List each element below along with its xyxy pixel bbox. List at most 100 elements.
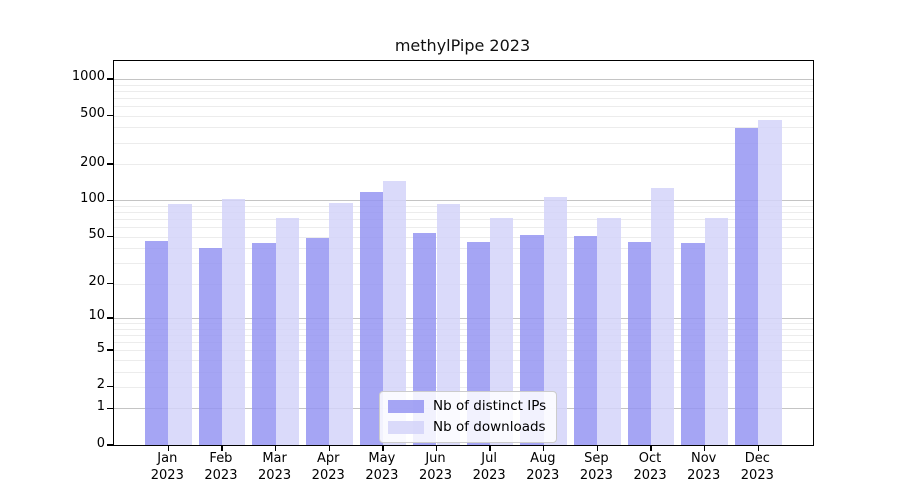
y-tick [106, 407, 113, 409]
minor-gridline [114, 212, 813, 214]
x-tick-label-year: 2023 [150, 468, 184, 483]
x-tick [543, 445, 545, 451]
x-tick-label: Apr 2023 [296, 450, 360, 484]
x-tick [489, 445, 491, 451]
minor-gridline [114, 105, 813, 107]
x-tick [221, 445, 223, 451]
y-tick [106, 114, 113, 117]
y-tick-label: 20 [88, 274, 105, 290]
minor-gridline [114, 248, 813, 250]
x-tick [704, 445, 706, 451]
minor-gridline [114, 328, 813, 330]
y-tick-label: 500 [80, 106, 105, 122]
minor-gridline [114, 236, 813, 238]
bar-downloads-sep [597, 218, 621, 445]
bar-downloads-jun [436, 204, 460, 445]
minor-gridline [114, 84, 813, 86]
x-tick-label: Oct 2023 [618, 450, 682, 484]
bar-downloads-mar [275, 217, 299, 445]
x-tick-label-year: 2023 [740, 468, 774, 483]
minor-gridline [114, 219, 813, 221]
major-gridline [114, 78, 813, 80]
y-tick [106, 444, 113, 446]
minor-gridline [114, 263, 813, 265]
minor-gridline [114, 359, 813, 361]
y-tick-label: 100 [80, 190, 105, 206]
y-tick [106, 349, 113, 351]
x-tick [596, 445, 599, 451]
bar-distinct-ips-apr [305, 237, 330, 445]
x-tick [167, 445, 169, 451]
y-tick-label: 200 [80, 154, 105, 170]
minor-gridline [114, 350, 813, 352]
x-tick-label-year: 2023 [258, 468, 292, 483]
y-tick [106, 199, 113, 202]
y-tick-label: 10 [88, 308, 105, 324]
bar-downloads-dec [758, 120, 782, 445]
legend-item-distinct-ips: Nb of distinct IPs [388, 398, 546, 414]
minor-gridline [114, 334, 813, 336]
y-tick-label: 5 [96, 340, 105, 356]
bar-distinct-ips-may [359, 191, 383, 445]
plot-area: Nb of distinct IPs Nb of downloads [106, 60, 814, 451]
major-gridline [114, 200, 813, 202]
bar-downloads-jul [490, 218, 514, 445]
bar-downloads-aug [543, 196, 568, 445]
legend-swatch-distinct-ips [388, 399, 424, 413]
x-tick [328, 445, 330, 451]
legend: Nb of distinct IPs Nb of downloads [379, 391, 558, 443]
bar-distinct-ips-jan [145, 241, 169, 445]
minor-gridline [114, 205, 813, 207]
x-tick-label: Jun 2023 [404, 450, 468, 484]
chart-title: methylPipe 2023 [394, 36, 531, 55]
minor-gridline [114, 115, 813, 117]
bar-distinct-ips-dec [735, 127, 759, 445]
legend-item-downloads: Nb of downloads [388, 419, 546, 435]
minor-gridline [114, 142, 813, 144]
x-tick-label-year: 2023 [579, 468, 613, 483]
y-tick-label: 50 [88, 227, 105, 243]
y-tick-label: 1000 [71, 69, 105, 85]
x-tick-label: May 2023 [350, 450, 414, 484]
minor-gridline [114, 386, 813, 388]
x-tick-label-year: 2023 [472, 468, 506, 483]
minor-gridline [114, 227, 813, 229]
legend-swatch-downloads [388, 420, 424, 434]
legend-label-downloads: Nb of downloads [433, 419, 546, 435]
y-tick [106, 163, 113, 165]
bar-downloads-oct [651, 188, 675, 445]
x-tick-label: Jan 2023 [135, 450, 199, 484]
x-tick [435, 445, 438, 451]
x-tick-label-year: 2023 [687, 468, 721, 483]
y-tick [106, 78, 113, 80]
minor-gridline [114, 90, 813, 92]
bar-downloads-apr [329, 202, 353, 445]
minor-gridline [114, 283, 813, 285]
y-tick-label: 1 [96, 398, 105, 414]
x-tick-label: Nov 2023 [672, 450, 736, 484]
minor-gridline [114, 97, 813, 99]
x-tick-label: Jul 2023 [457, 450, 521, 484]
y-tick [106, 317, 113, 319]
x-tick-label: Feb 2023 [189, 450, 253, 484]
x-tick-label-year: 2023 [311, 468, 345, 483]
major-gridline [114, 317, 813, 319]
x-tick [274, 445, 277, 451]
minor-gridline [114, 164, 813, 165]
bar-distinct-ips-sep [574, 235, 598, 445]
x-tick [650, 445, 652, 451]
bar-downloads-feb [221, 198, 246, 445]
minor-gridline [114, 341, 813, 343]
x-tick-label: Mar 2023 [243, 450, 307, 484]
y-tick [106, 386, 113, 388]
bar-distinct-ips-feb [198, 248, 222, 445]
minor-gridline [114, 323, 813, 324]
x-tick-label: Sep 2023 [564, 450, 628, 484]
x-tick-label-year: 2023 [365, 468, 399, 483]
bar-downloads-may [382, 180, 407, 445]
bar-downloads-jan [168, 203, 192, 445]
x-tick-label-year: 2023 [526, 468, 560, 483]
x-tick-label-year: 2023 [633, 468, 667, 483]
y-tick-label: 2 [96, 377, 105, 393]
y-tick [106, 282, 113, 285]
